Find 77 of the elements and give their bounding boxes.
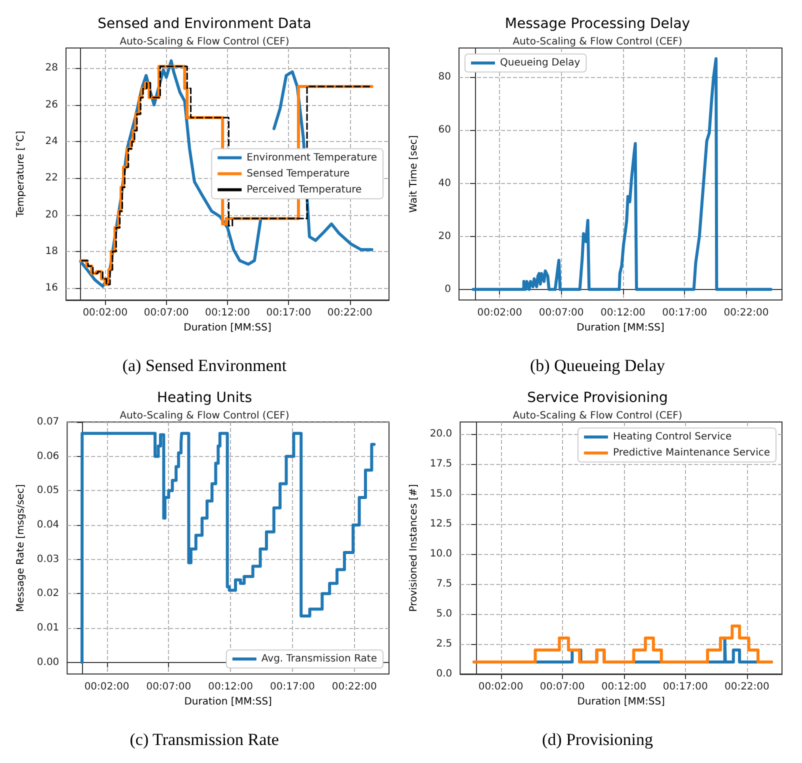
y-tick-label: 0.02	[36, 588, 60, 600]
y-tick-label: 7.5	[436, 578, 452, 590]
x-tick-label: 00:07:00	[540, 682, 585, 692]
x-tick-label: 00:12:00	[600, 308, 646, 318]
y-axis-title: Message Rate [msgs/sec]	[16, 484, 26, 612]
y-tick-label: 20	[438, 230, 451, 242]
y-tick-label: 2.5	[436, 638, 452, 650]
text: (c) Transmission Rate	[130, 730, 279, 749]
x-tick-label: 00:22:00	[724, 682, 770, 692]
legend-label: Perceived Temperature	[246, 184, 362, 196]
x-tick-label: 00:17:00	[662, 682, 708, 692]
y-tick-label: 0.01	[36, 622, 60, 634]
y-tick-label: 20.0	[430, 428, 452, 440]
line-series	[472, 57, 772, 291]
y-tick-label: 28	[45, 62, 58, 74]
y-tick-label: 5.0	[436, 608, 452, 620]
x-axis-title: Duration [MM:SS]	[184, 696, 272, 708]
chart-subtitle: Auto-Scaling & Flow Control (CEF)	[512, 410, 682, 422]
y-axis-title: Wait Time [sec]	[408, 135, 420, 213]
y-tick-label: 10.0	[430, 548, 452, 560]
y-tick-label: 22	[45, 172, 58, 184]
chart-subtitle: Auto-Scaling & Flow Control (CEF)	[120, 36, 290, 48]
y-tick-label: 24	[45, 136, 58, 147]
text: (a) Sensed Environment	[122, 356, 287, 375]
y-tick-label: 16	[45, 282, 58, 294]
chart-subtitle: Auto-Scaling & Flow Control (CEF)	[120, 410, 290, 422]
x-tick-label: 00:07:00	[144, 308, 189, 318]
y-tick-label: 0.06	[36, 450, 60, 462]
y-axis-title: Temperature [°C]	[16, 130, 26, 218]
x-tick-label: 00:02:00	[84, 682, 130, 692]
legend-label: Environment Temperature	[246, 152, 378, 164]
x-tick-label: 00:12:00	[208, 682, 254, 692]
x-tick-label: 00:02:00	[82, 308, 128, 318]
y-tick-label: 0.04	[36, 519, 60, 530]
chart-title: Heating Units	[156, 390, 252, 406]
x-tick-label: 00:07:00	[146, 682, 192, 692]
y-tick-label: 15.0	[430, 488, 452, 500]
y-tick-label: 0.00	[36, 656, 60, 668]
y-tick-label: 26	[45, 99, 58, 110]
y-tick-label: 17.5	[430, 458, 452, 470]
legend-label: Sensed Temperature	[246, 168, 350, 180]
x-axis-title: Duration [MM:SS]	[577, 696, 666, 708]
x-axis-title: Duration [MM:SS]	[184, 322, 272, 334]
x-tick-label: 00:17:00	[662, 308, 708, 318]
y-tick-label: 0.05	[36, 485, 60, 496]
x-tick-label: 00:17:00	[270, 682, 315, 692]
y-tick-label: 40	[438, 178, 451, 189]
y-tick-label: 0	[444, 284, 451, 295]
x-axis-title: Duration [MM:SS]	[576, 322, 664, 334]
chart-title: Sensed and Environment Data	[98, 16, 312, 32]
x-tick-label: 00:02:00	[478, 682, 524, 692]
y-tick-label: 18	[45, 246, 58, 257]
chart-title: Message Processing Delay	[504, 16, 690, 32]
y-tick-label: 0.03	[36, 554, 60, 565]
legend-label: Heating Control Service	[612, 432, 732, 442]
y-tick-label: 0.0	[436, 668, 452, 680]
y-tick-label: 60	[438, 124, 451, 136]
x-tick-label: 00:22:00	[332, 682, 377, 692]
y-tick-label: 20	[45, 209, 58, 220]
chart-title: Service Provisioning	[527, 390, 668, 406]
x-tick-label: 00:17:00	[266, 308, 312, 318]
x-tick-label: 00:12:00	[601, 682, 646, 692]
x-tick-label: 00:22:00	[724, 308, 769, 318]
x-tick-label: 00:07:00	[538, 308, 584, 318]
text: (b) Queueing Delay	[530, 356, 666, 375]
legend-label: Predictive Maintenance Service	[612, 448, 770, 458]
y-tick-label: 0.07	[36, 416, 60, 428]
x-tick-label: 00:12:00	[205, 308, 250, 318]
y-axis-title: Provisioned Instances [#]	[408, 484, 420, 612]
chart-subtitle: Auto-Scaling & Flow Control (CEF)	[512, 36, 682, 48]
y-tick-label: 80	[438, 72, 451, 83]
text: (d) Provisioning	[542, 730, 654, 749]
x-tick-label: 00:22:00	[327, 308, 372, 318]
y-tick-label: 12.5	[430, 518, 452, 530]
x-tick-label: 00:02:00	[477, 308, 522, 318]
legend-label: Avg. Transmission Rate	[261, 654, 378, 664]
legend-label: Queueing Delay	[500, 58, 580, 68]
